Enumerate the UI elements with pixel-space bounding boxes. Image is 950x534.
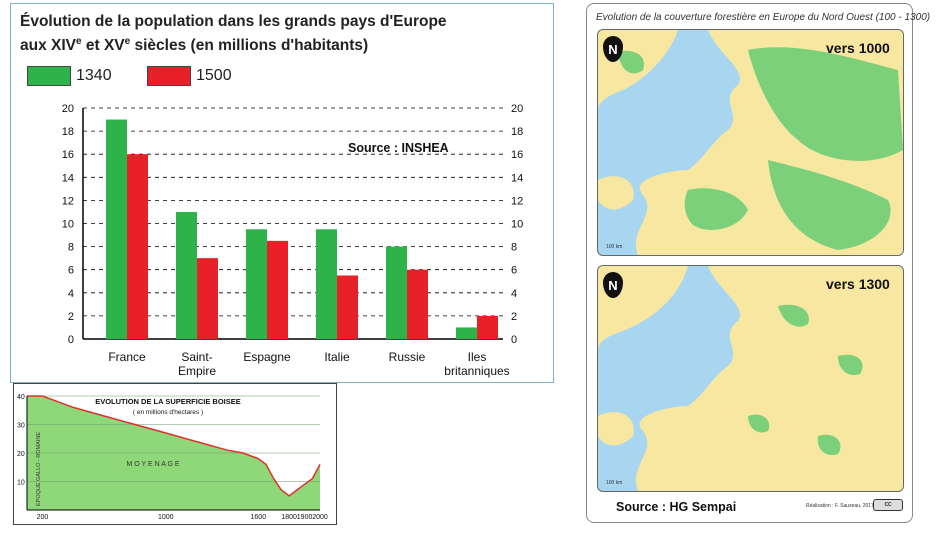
compass-north-icon: N xyxy=(603,272,623,298)
y-tick-label: 20 xyxy=(17,451,25,458)
x-tick-label: 1000 xyxy=(158,514,174,521)
population-chart-source: Source : INSHEA xyxy=(348,141,449,155)
x-category-label: France xyxy=(108,350,146,364)
legend-label-1500: 1500 xyxy=(196,67,232,84)
y-tick-label: 30 xyxy=(17,423,25,430)
x-category-label: Russie xyxy=(389,350,426,364)
y-tick-label: 40 xyxy=(17,394,25,401)
y-tick-label-left: 14 xyxy=(62,172,74,184)
map-1000-forest-west xyxy=(684,188,748,230)
map-1000-forest-north xyxy=(618,50,644,74)
bar-1500 xyxy=(127,154,148,339)
middle-age-label: M O Y E N A G E xyxy=(126,461,179,468)
y-tick-label-right: 14 xyxy=(511,172,523,184)
bar-1340 xyxy=(246,229,267,339)
y-tick-label-right: 2 xyxy=(511,311,517,323)
maps-title: Evolution de la couverture forestière en… xyxy=(596,12,931,23)
bar-1340 xyxy=(386,246,407,339)
y-tick-label-right: 16 xyxy=(511,149,523,161)
x-tick-label: 2000 xyxy=(312,514,328,521)
cc-license-icon: cc xyxy=(873,499,903,511)
y-tick-label-left: 6 xyxy=(68,265,74,277)
map-1300-forest-patch-1 xyxy=(778,304,809,327)
legend-swatch-1340 xyxy=(27,66,71,86)
compass-north-icon: N xyxy=(603,36,623,62)
bar-1500 xyxy=(267,240,288,339)
y-tick-label-right: 10 xyxy=(511,219,523,231)
y-tick-label-left: 20 xyxy=(62,103,74,115)
y-tick-label-left: 12 xyxy=(62,195,74,207)
x-tick-label: 1800 xyxy=(281,514,297,521)
bar-1340 xyxy=(106,119,127,339)
x-category-label: Iles xyxy=(468,350,487,364)
x-category-label: Saint- xyxy=(181,350,212,364)
bar-1500 xyxy=(197,258,218,339)
y-tick-label-right: 6 xyxy=(511,265,517,277)
map-1300-land-brittany xyxy=(598,412,634,446)
forest-chart-title: EVOLUTION DE LA SUPERFICIE BOISEE xyxy=(95,397,241,406)
y-tick-label-right: 0 xyxy=(511,334,517,346)
maps-source: Source : HG Sempai xyxy=(616,500,737,514)
population-chart-title: Évolution de la population dans les gran… xyxy=(20,13,447,55)
y-tick-label-right: 12 xyxy=(511,195,523,207)
bar-1340 xyxy=(456,327,477,339)
x-category-label: Espagne xyxy=(243,350,291,364)
y-tick-label-right: 4 xyxy=(511,288,517,300)
y-tick-label-left: 2 xyxy=(68,311,74,323)
map-1300-label: vers 1300 xyxy=(826,276,890,292)
map-1000-land-brittany xyxy=(598,176,634,210)
bar-1500 xyxy=(477,315,498,339)
gallo-roman-label: EPOQUE GALLO - ROMAINE xyxy=(36,432,42,506)
forest-area-chart: 10 20 30 40 200 1000 1600 1800 1900 2000 EVOLUTION… xyxy=(17,394,328,521)
x-category-label: Italie xyxy=(324,350,350,364)
legend-swatch-1500 xyxy=(147,66,191,86)
bar-1500 xyxy=(407,269,428,339)
map-1000-forest-center xyxy=(768,160,891,250)
y-tick-label-left: 18 xyxy=(62,126,74,138)
x-category-label: britanniques xyxy=(444,364,509,378)
map-1300-forest-patch-2 xyxy=(838,354,863,376)
population-bar-chart: 0 0 2 2 4 4 6 6 8 8 10 10 12 12 14 14 16 16 18 18 20 20 France… xyxy=(62,103,524,378)
y-tick-label-left: 4 xyxy=(68,288,74,300)
map-1300-scale: 100 km xyxy=(606,480,622,486)
forest-area-line xyxy=(27,395,321,497)
map-year-1000: 100 km xyxy=(597,29,904,256)
x-tick-label: 1900 xyxy=(297,514,313,521)
y-tick-label-right: 8 xyxy=(511,242,517,254)
legend-label-1340: 1340 xyxy=(76,67,112,84)
x-category-label: Empire xyxy=(178,364,216,378)
y-tick-label-left: 16 xyxy=(62,149,74,161)
x-tick-label: 200 xyxy=(37,514,49,521)
map-1300-drawing: 100 km xyxy=(598,266,903,491)
y-tick-label-left: 8 xyxy=(68,242,74,254)
y-tick-label-right: 18 xyxy=(511,126,523,138)
x-tick-label: 1600 xyxy=(251,514,267,521)
bar-1340 xyxy=(316,229,337,339)
map-1300-forest-patch-3 xyxy=(748,414,770,433)
y-tick-label-left: 0 xyxy=(68,334,74,346)
map-1300-forest-patch-4 xyxy=(817,434,841,456)
map-1000-scale: 100 km xyxy=(606,244,622,250)
map-1300-land-mainland xyxy=(635,266,903,491)
bar-1500 xyxy=(337,275,358,339)
y-tick-label-right: 20 xyxy=(511,103,523,115)
y-tick-label: 10 xyxy=(17,480,25,487)
maps-credit: Réalisation : F. Sauzeau, 2017 xyxy=(806,503,874,509)
forest-chart-subtitle: ( en millions d'hectares ) xyxy=(133,409,203,416)
map-1000-drawing: 100 km xyxy=(598,30,903,255)
y-tick-label-left: 10 xyxy=(62,219,74,231)
map-year-1300: 100 km xyxy=(597,265,904,492)
map-1000-label: vers 1000 xyxy=(826,40,890,56)
map-1000-forest-east xyxy=(748,47,903,161)
bar-1340 xyxy=(176,211,197,339)
